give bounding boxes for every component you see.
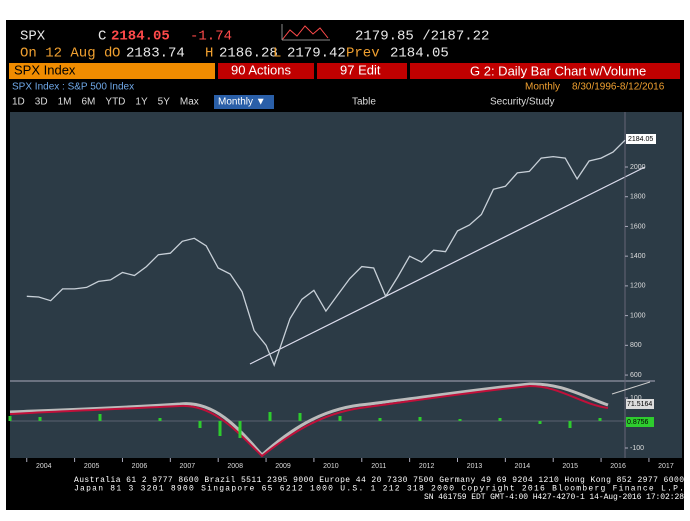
y-tick-label: 1600	[630, 223, 646, 230]
x-tick-label: 2009	[275, 463, 291, 470]
chart-area	[10, 112, 682, 458]
frequency-box[interactable]	[214, 95, 274, 109]
range-button[interactable]: Max	[180, 97, 199, 108]
x-tick-label: 2008	[227, 463, 243, 470]
price-line	[26, 139, 626, 367]
sparkline-axes	[281, 24, 330, 41]
trendline	[249, 166, 646, 365]
study-button[interactable]: Security/Study	[490, 97, 554, 108]
study-tag: 71.5164	[627, 401, 652, 408]
security[interactable]: SPX Index	[14, 62, 76, 77]
actions[interactable]: 90 Actions	[231, 62, 291, 77]
range-button[interactable]: YTD	[105, 97, 125, 108]
bid-ask: 2179.85 /2187.22	[355, 29, 489, 45]
y-tick-label: 1000	[630, 312, 646, 319]
x-tick-label: 2007	[180, 463, 196, 470]
study-tag-box	[626, 417, 654, 427]
date: On 12 Aug d	[20, 46, 112, 62]
y2-tick-label: -100	[630, 445, 644, 452]
last-label: C	[98, 29, 106, 45]
edit-button[interactable]	[317, 63, 407, 79]
y-tick-label: 1400	[630, 253, 646, 260]
range-button[interactable]: 1D	[12, 97, 25, 108]
description: SPX Index : S&P 500 Index	[12, 82, 134, 93]
frequency-button[interactable]: Monthly ▼	[218, 97, 266, 108]
last: 2184.05	[111, 29, 170, 45]
study-signal	[9, 382, 609, 458]
range-button[interactable]: 1M	[58, 97, 72, 108]
footer-line: Japan 81 3 3201 8900 Singapore 65 6212 1…	[74, 485, 684, 494]
high: 2186.28	[219, 46, 278, 62]
sparkline	[281, 25, 329, 41]
change: -1.74	[190, 29, 232, 45]
x-tick-label: 2013	[467, 463, 483, 470]
y-tick-label: 2000	[630, 164, 646, 171]
symbol: SPX	[20, 29, 46, 45]
range-button[interactable]: 3D	[35, 97, 48, 108]
range-button[interactable]: 6M	[82, 97, 96, 108]
y-tick-label: 1200	[630, 283, 646, 290]
last-tag-box	[626, 134, 656, 144]
x-tick-label: 2014	[515, 463, 531, 470]
y-tick-label: 1800	[630, 194, 646, 201]
x-tick-label: 2017	[658, 463, 674, 470]
study-tag: 0.8756	[627, 419, 649, 426]
study-histogram	[8, 412, 602, 438]
prev: 2184.05	[390, 46, 449, 62]
x-tick-label: 2004	[36, 463, 52, 470]
y2-tick-label: 100	[630, 395, 642, 402]
edit[interactable]: 97 Edit	[340, 62, 381, 77]
footer-line: Australia 61 2 9777 8600 Brazil 5511 239…	[74, 476, 684, 485]
chart-name: G 2: Daily Bar Chart w/Volume	[470, 63, 646, 78]
table-button[interactable]: Table	[352, 97, 376, 108]
y-tick-label: 800	[630, 342, 642, 349]
security-box[interactable]	[9, 63, 215, 79]
low: 2179.42	[287, 46, 346, 62]
x-tick-label: 2005	[84, 463, 100, 470]
y-tick-label: 600	[630, 372, 642, 379]
range-button[interactable]: 5Y	[158, 97, 171, 108]
chart-name-box	[410, 63, 680, 79]
period: Monthly	[525, 82, 560, 93]
range: 8/30/1996-8/12/2016	[572, 82, 665, 93]
x-tick-label: 2011	[371, 463, 386, 470]
range-button[interactable]: 1Y	[135, 97, 148, 108]
open-label: O	[112, 46, 120, 62]
study-tag-box	[626, 399, 654, 409]
high-label: H	[205, 46, 213, 62]
prev-label: Prev	[346, 46, 380, 62]
x-tick-label: 2015	[562, 463, 578, 470]
x-tick-label: 2016	[610, 463, 626, 470]
footer-line: SN 461759 EDT GMT-4:00 H427-4270-1 14-Au…	[424, 493, 684, 502]
x-tick-label: 2010	[323, 463, 339, 470]
study-line	[9, 384, 609, 458]
arrow	[611, 381, 651, 395]
low-label: L	[273, 46, 281, 62]
x-tick-label: 2012	[419, 463, 435, 470]
actions-button[interactable]	[218, 63, 314, 79]
last-tag: 2184.05	[628, 136, 653, 143]
x-tick-label: 2006	[132, 463, 148, 470]
open: 2183.74	[126, 46, 185, 62]
